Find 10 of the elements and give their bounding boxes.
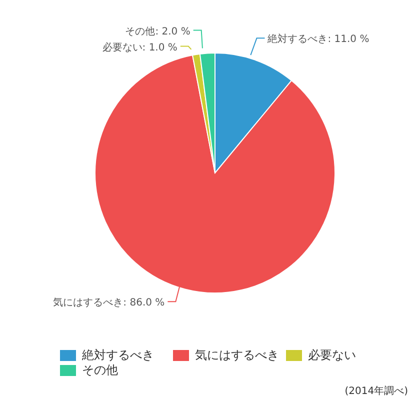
legend-label: 絶対するべき [82,347,154,364]
data-label: 気にはするべき: 86.0 % [53,298,165,309]
data-label: その他: 2.0 % [125,25,190,38]
data-label: 絶対するべき: 11.0 % [266,33,370,46]
legend-label: その他 [82,362,118,379]
text: (2014年調べ) [344,384,408,398]
legend-label: 気にはするべき [195,347,279,364]
pie-slice [94,54,336,294]
legend-label: 必要ない [308,347,356,364]
data-label: 必要ない: 1.0 % [102,41,178,54]
